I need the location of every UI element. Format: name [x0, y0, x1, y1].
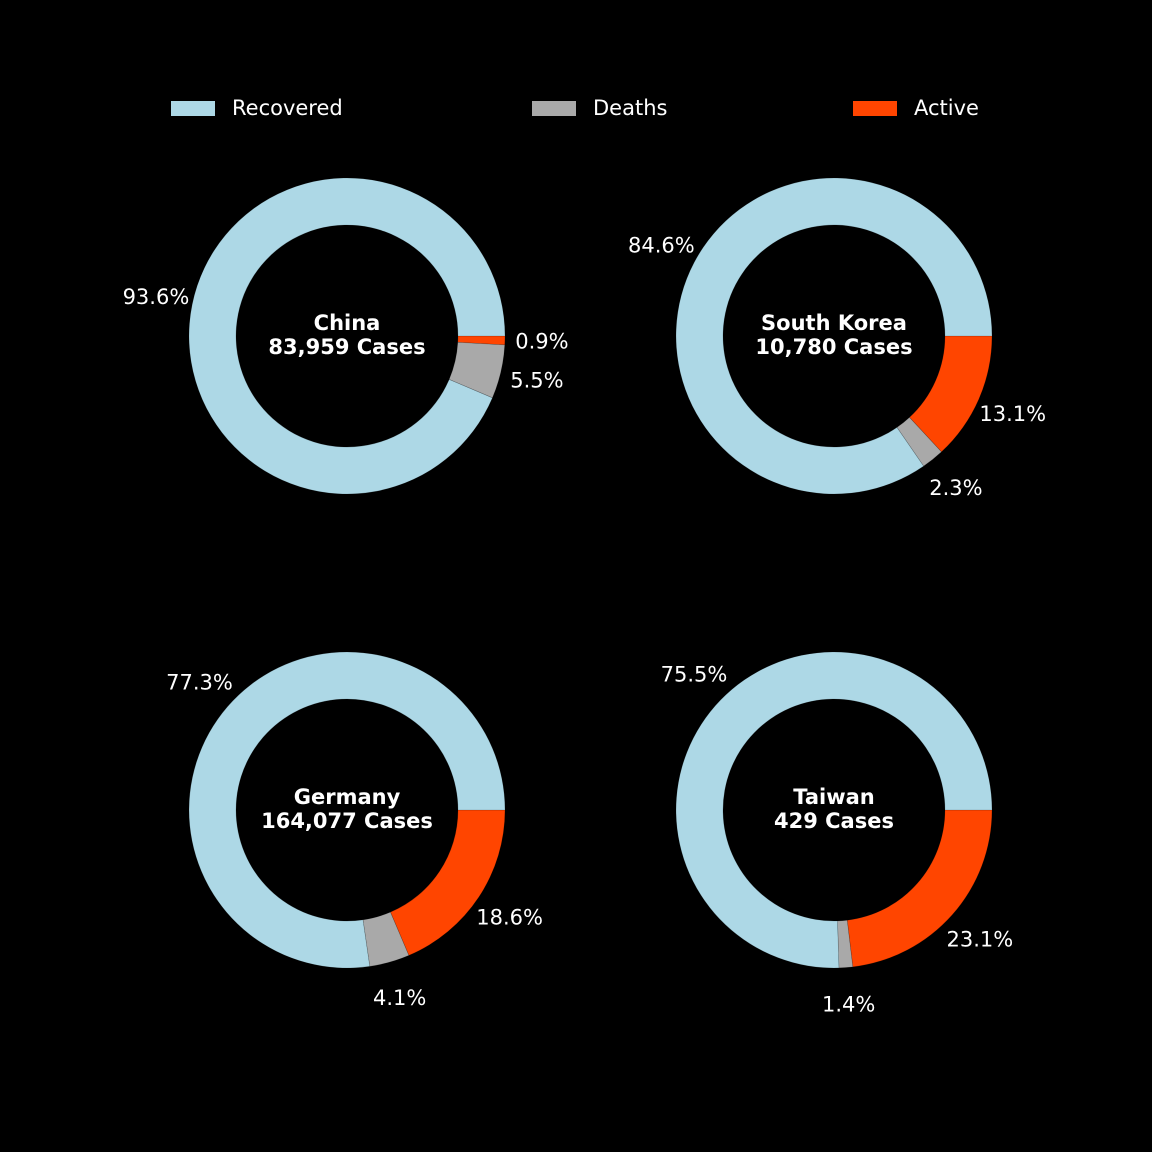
slice-germany-active [390, 809, 506, 956]
pct-label-china-recovered: 93.6% [123, 285, 190, 309]
pct-label-china-deaths: 5.5% [510, 368, 563, 392]
pct-label-south-korea-recovered: 84.6% [628, 233, 695, 257]
pct-label-germany-active: 18.6% [476, 906, 543, 930]
country-label-china: China [314, 311, 381, 335]
legend-label-deaths: Deaths [593, 96, 668, 120]
slice-taiwan-deaths [837, 919, 854, 969]
country-label-south-korea: South Korea [761, 311, 907, 335]
country-label-taiwan: Taiwan [793, 785, 875, 809]
country-label-germany: Germany [294, 785, 401, 809]
pct-label-south-korea-deaths: 2.3% [929, 476, 982, 500]
slice-china-deaths [448, 341, 506, 399]
pct-label-germany-recovered: 77.3% [166, 670, 233, 694]
legend-label-active: Active [914, 96, 979, 120]
slice-south-korea-active [909, 335, 993, 453]
pct-label-south-korea-active: 13.1% [979, 402, 1046, 426]
slice-south-korea-deaths [896, 416, 942, 467]
legend-swatch-active [853, 100, 897, 116]
cases-label-taiwan: 429 Cases [774, 809, 894, 833]
slice-south-korea-recovered [675, 177, 993, 495]
legend-item-deaths: Deaths [532, 96, 667, 120]
legend-swatch-recovered [171, 100, 215, 116]
pct-label-china-active: 0.9% [515, 330, 568, 354]
slice-germany-recovered [188, 651, 506, 969]
legend-item-recovered: Recovered [171, 96, 343, 120]
legend-swatch-deaths [532, 100, 576, 116]
pct-label-taiwan-active: 23.1% [947, 927, 1014, 951]
legend-label-recovered: Recovered [232, 96, 343, 120]
slice-china-recovered [188, 177, 506, 495]
legend-item-active: Active [853, 96, 979, 120]
legend: Recovered Deaths Active [0, 96, 1152, 126]
cases-label-germany: 164,077 Cases [261, 809, 433, 833]
slice-taiwan-active [846, 809, 993, 968]
cases-label-south-korea: 10,780 Cases [755, 335, 912, 359]
pct-label-taiwan-recovered: 75.5% [661, 662, 728, 686]
pct-label-germany-deaths: 4.1% [373, 986, 426, 1010]
cases-label-china: 83,959 Cases [268, 335, 425, 359]
pct-label-taiwan-deaths: 1.4% [822, 992, 875, 1016]
slice-taiwan-recovered [675, 651, 993, 969]
